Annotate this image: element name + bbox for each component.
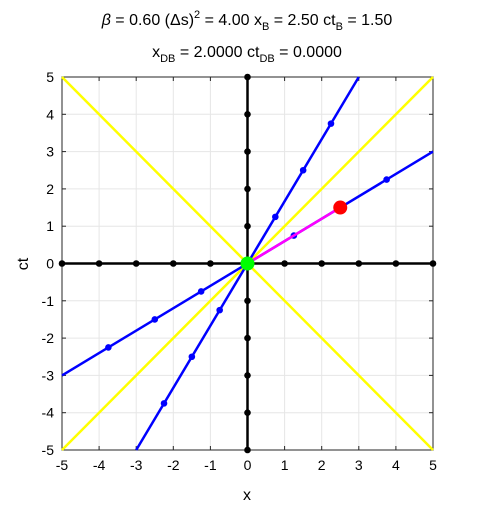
x-axis-label: x — [243, 487, 251, 504]
moving-ct-axis-marker — [188, 353, 196, 361]
moving-x-axis-marker — [197, 288, 205, 295]
x-tick-label: 3 — [355, 457, 363, 473]
moving-ct-axis-marker — [327, 120, 335, 127]
rest-ct-axis-marker — [244, 446, 251, 454]
rest-ct-axis-marker — [244, 148, 251, 155]
rest-x-axis-marker — [355, 260, 363, 267]
y-tick-label: 1 — [46, 218, 54, 234]
chart-title-line1: β = 0.60 (Δs)2 = 4.00 xB = 2.50 ctB = 1.… — [101, 9, 393, 33]
moving-ct-axis-marker — [216, 306, 223, 314]
x-tick-label: -2 — [167, 457, 180, 473]
x-tick-label: -3 — [130, 457, 143, 473]
rest-x-axis-marker — [392, 260, 400, 267]
moving-x-axis-marker — [151, 316, 159, 323]
y-tick-label: 2 — [46, 181, 54, 197]
rest-ct-axis-marker — [244, 297, 251, 305]
origin-event-marker — [240, 256, 255, 271]
y-tick-label: -2 — [42, 330, 55, 346]
y-tick-label: 4 — [46, 106, 54, 122]
moving-ct-axis-marker — [299, 166, 307, 174]
event-B-marker — [333, 200, 348, 215]
x-tick-label: 4 — [392, 457, 400, 473]
x-tick-label: 1 — [281, 457, 289, 473]
interval-segment-line — [246, 206, 341, 265]
rest-x-axis-marker — [95, 260, 103, 267]
moving-ct-axis-marker — [272, 213, 279, 221]
rest-x-axis-marker — [281, 260, 288, 267]
rest-x-axis-marker — [318, 260, 326, 267]
rest-x-axis-marker — [132, 260, 140, 267]
y-tick-label: -5 — [42, 442, 55, 458]
rest-ct-axis-marker — [244, 185, 251, 193]
rest-x-axis-marker — [58, 260, 66, 267]
rest-ct-axis-marker — [244, 222, 251, 230]
y-tick-label: 0 — [46, 256, 54, 272]
x-tick-label: 5 — [429, 457, 437, 473]
y-tick-label: 3 — [46, 144, 54, 160]
rest-x-axis-marker — [207, 260, 214, 267]
rest-ct-axis-marker — [244, 111, 251, 118]
rest-x-axis-marker — [429, 260, 437, 267]
moving-x-axis-marker — [105, 344, 112, 351]
moving-ct-axis-marker — [160, 400, 168, 407]
x-tick-label: -4 — [93, 457, 106, 473]
rest-ct-axis-marker — [244, 73, 251, 81]
y-tick-label: -3 — [42, 367, 55, 383]
events-layer — [240, 200, 348, 271]
y-tick-label: 5 — [46, 69, 54, 85]
moving-x-axis-marker — [383, 176, 390, 183]
x-tick-label: -5 — [56, 457, 69, 473]
y-axis-label: ct — [15, 257, 32, 270]
chart-title-line2: xDB = 2.0000 ctDB = 0.0000 — [152, 44, 342, 65]
x-tick-label: 0 — [244, 457, 252, 473]
y-tick-label: -1 — [42, 293, 55, 309]
rest-ct-axis-marker — [244, 372, 251, 379]
x-tick-label: -1 — [204, 457, 217, 473]
rest-x-axis-marker — [170, 260, 177, 267]
y-tick-label: -4 — [42, 405, 55, 421]
rest-ct-axis-marker — [244, 409, 251, 417]
tick-labels: -5 -4 -3 -2 -1 0 1 2 3 4 5 -5 -4 -3 -2 -1 0 1 2 3 4 5 — [42, 69, 438, 473]
rest-ct-axis-marker — [244, 334, 251, 342]
x-tick-label: 2 — [318, 457, 326, 473]
